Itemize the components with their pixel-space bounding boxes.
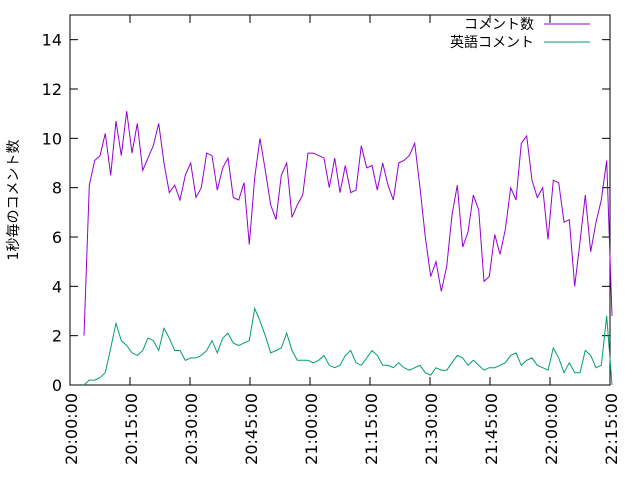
y-tick-label: 12 bbox=[42, 80, 62, 99]
legend-label: 英語コメント bbox=[450, 34, 534, 51]
legend-label: コメント数 bbox=[464, 17, 534, 33]
y-axis-title: 1秒毎のコメント数 bbox=[6, 140, 22, 261]
y-tick-label: 14 bbox=[42, 31, 62, 50]
plot-frame bbox=[69, 14, 611, 386]
y-tick-label: 4 bbox=[52, 277, 62, 296]
series-line-1 bbox=[83, 111, 613, 336]
y-tick-label: 2 bbox=[52, 327, 62, 346]
x-tick-label: 21:00:00 bbox=[302, 393, 321, 465]
y-axis-ticks: 0 2 4 6 8 10 12 14 bbox=[42, 31, 610, 395]
x-tick-label: 20:15:00 bbox=[122, 393, 141, 465]
x-tick-label: 22:15:00 bbox=[602, 393, 621, 465]
x-tick-label: 22:00:00 bbox=[542, 393, 561, 465]
x-tick-label: 21:30:00 bbox=[422, 393, 441, 465]
x-tick-label: 21:45:00 bbox=[482, 393, 501, 465]
series-layer bbox=[83, 111, 613, 386]
series-line-2 bbox=[83, 306, 613, 386]
y-tick-label: 10 bbox=[42, 129, 62, 148]
x-tick-label: 21:15:00 bbox=[362, 393, 381, 465]
x-axis-ticks: 20:00:00 20:15:00 20:30:00 20:45:00 21:00:00… bbox=[62, 15, 621, 465]
y-tick-label: 6 bbox=[52, 228, 62, 247]
x-tick-label: 20:30:00 bbox=[182, 393, 201, 465]
y-tick-label: 8 bbox=[52, 179, 62, 198]
x-tick-label: 20:45:00 bbox=[242, 393, 261, 465]
x-tick-label: 20:00:00 bbox=[62, 393, 81, 465]
y-tick-label: 0 bbox=[52, 376, 62, 395]
